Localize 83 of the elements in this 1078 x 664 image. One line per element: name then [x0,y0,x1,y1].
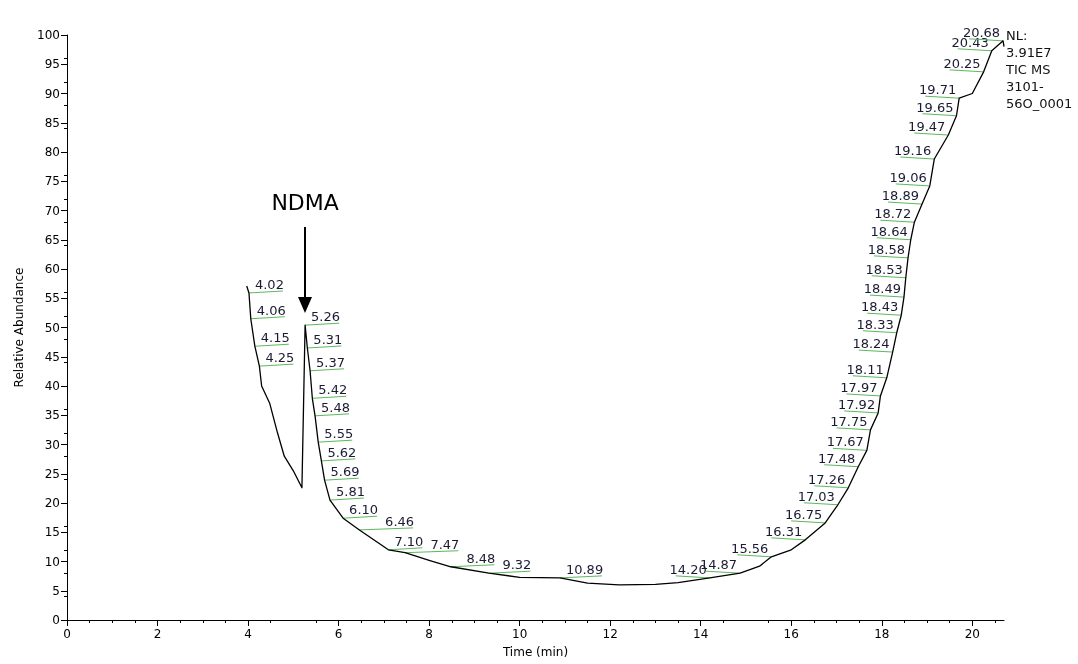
annotation: 17.92 [837,396,876,412]
annotation: 19.47 [908,119,946,135]
y-axis-title: Relative Abundance [12,267,26,388]
annotation: 17.97 [840,379,878,395]
x-tick-label: 0 [63,627,71,641]
annotation: 19.71 [918,82,957,98]
y-tick-label: 25 [44,466,60,481]
y-tick-label: 95 [44,57,60,72]
annotation: 5.42 [318,382,348,398]
x-axis-title: Time (min) [501,645,569,659]
annotation: 5.69 [330,464,360,480]
y-tick-label: 5 [52,583,60,598]
y-tick-label: 0 [52,613,60,627]
annotation: 5.81 [335,484,365,500]
annotation: 18.64 [870,223,908,239]
annotation: 15.56 [731,540,769,556]
x-tick-label: 20 [964,627,980,641]
annotation: 4.25 [265,350,295,366]
line-series [246,40,1005,586]
y-tick-label: 40 [44,379,60,393]
y-tick-label: 75 [44,174,60,189]
y-tick-label: 65 [44,232,60,247]
annotation: 5.37 [316,354,346,370]
annotation: 19.16 [894,143,932,159]
y-tick-label: 20 [44,496,60,510]
y-tick-label: 30 [44,437,60,452]
y-tick-label: 60 [44,262,60,276]
annotation: 18.72 [874,206,912,222]
y-tick-label: 45 [44,349,60,364]
annotation: 17.48 [818,450,856,466]
annotation: 4.02 [254,276,284,292]
annotation: 5.48 [321,399,351,415]
annotation: 18.58 [867,241,906,257]
annotation: 18.49 [863,281,901,297]
y-tick-label: 100 [37,28,60,42]
annotation: 18.53 [865,261,903,277]
annotation: 5.31 [313,331,343,347]
annotation: 16.75 [784,506,823,522]
x-tick-label: 14 [693,627,709,641]
annotation: 17.75 [830,413,868,429]
x-tick-label: 8 [425,627,433,641]
annotation: 19.65 [916,99,954,115]
annotation: 18.33 [856,316,894,332]
annotation: 4.15 [260,330,290,346]
annotation: 17.03 [797,488,835,504]
annotation: 18.11 [846,361,884,377]
annotation: 18.89 [881,188,920,204]
y-tick-label: 50 [44,320,60,335]
x-tick-label: 6 [334,627,343,641]
x-tick-label: 2 [153,627,162,641]
annotation: 17.26 [808,471,846,487]
y-tick-label: 85 [44,115,60,130]
annotation: 7.47 [430,536,460,552]
y-tick-label: 70 [44,203,60,218]
y-tick-label: 80 [44,145,60,159]
annotation: 20.25 [943,55,981,71]
annotation: 8.48 [466,550,496,566]
annotation: 17.67 [826,434,864,450]
annotation: 5.26 [311,309,341,325]
annotation: 10.89 [565,561,604,577]
annotation: 6.46 [385,513,415,529]
annotation: 5.55 [324,426,354,442]
annotation: 4.06 [256,302,286,318]
annotation: 19.06 [889,169,927,185]
y-tick-label: 90 [44,86,60,101]
annotation: 9.32 [502,557,532,573]
annotation: 18.43 [861,299,899,315]
x-tick-label: 18 [874,627,890,641]
x-tick-label: 10 [512,627,528,641]
y-tick-label: 55 [44,291,60,306]
y-tick-label: 10 [44,554,60,569]
x-tick-label: 12 [602,627,618,641]
x-tick-label: 16 [783,627,799,641]
text: NL: 3.91E7 TIC MS 3101- 56O_0001 [1005,28,1073,111]
annotation: 5.62 [327,444,357,460]
annotation: 7.10 [394,533,424,549]
x-tick-label: 4 [244,627,252,641]
annotation: 6.10 [349,502,379,518]
annotation: 16.31 [765,523,803,539]
annotation: NDMA [271,189,339,215]
y-tick-label: 15 [44,525,60,540]
annotation: 18.24 [852,336,890,352]
y-tick-label: 35 [44,408,60,423]
